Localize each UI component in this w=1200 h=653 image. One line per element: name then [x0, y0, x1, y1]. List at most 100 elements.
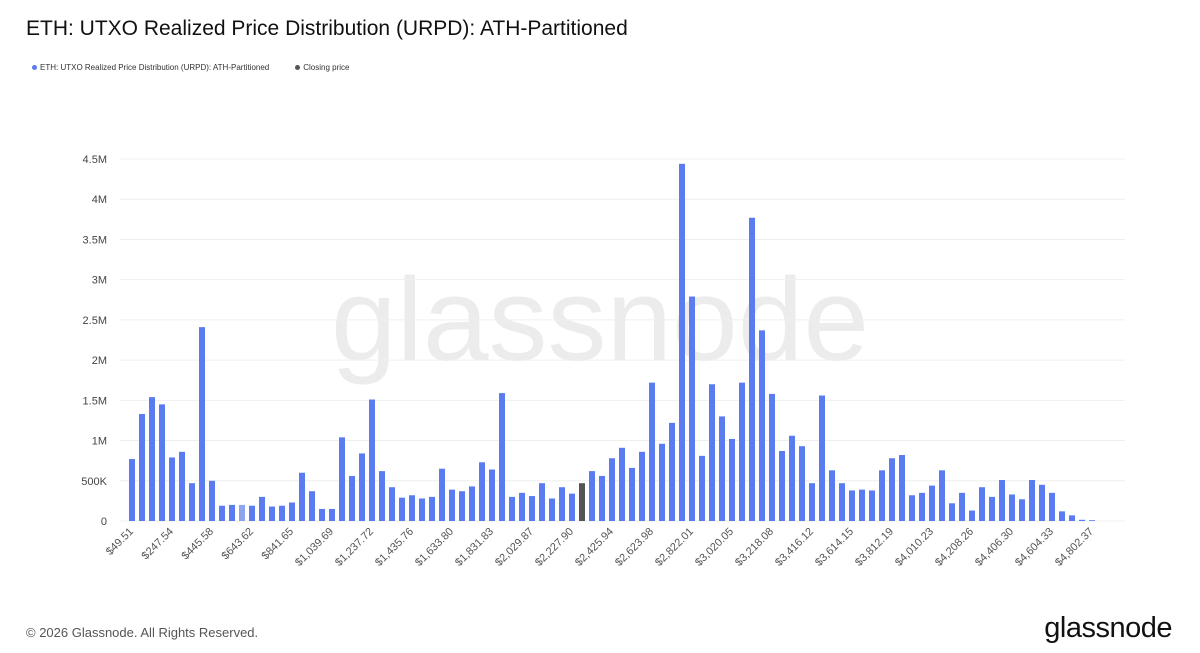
bar[interactable] [1079, 519, 1085, 521]
bar[interactable] [839, 483, 845, 521]
bar[interactable] [859, 489, 865, 521]
bar[interactable] [489, 469, 495, 521]
bar[interactable] [359, 453, 365, 521]
glassnode-logo[interactable]: glassnode [1044, 612, 1172, 644]
bar[interactable] [1049, 492, 1055, 521]
bar[interactable] [1029, 479, 1035, 521]
bar[interactable] [379, 471, 385, 521]
bar[interactable] [1019, 499, 1025, 521]
bar[interactable] [589, 471, 595, 521]
bar[interactable] [189, 483, 195, 521]
bar[interactable] [269, 506, 275, 521]
bar[interactable] [129, 459, 135, 521]
bar[interactable] [549, 498, 555, 521]
bar[interactable] [339, 437, 345, 521]
bar[interactable] [499, 393, 505, 521]
bar[interactable] [419, 498, 425, 521]
bar[interactable] [399, 497, 405, 521]
bar[interactable] [319, 508, 325, 521]
bar[interactable] [349, 475, 355, 521]
bar[interactable] [989, 496, 995, 521]
bar[interactable] [949, 503, 955, 521]
bar[interactable] [619, 447, 625, 521]
bar[interactable] [759, 330, 765, 521]
bar[interactable] [749, 217, 755, 522]
bar[interactable] [799, 446, 805, 521]
bar[interactable] [649, 382, 655, 521]
bar[interactable] [699, 455, 705, 521]
bar[interactable] [639, 451, 645, 521]
bar[interactable] [459, 491, 465, 521]
bar[interactable] [389, 487, 395, 521]
bar[interactable] [239, 504, 245, 521]
bar[interactable] [139, 414, 145, 521]
bar[interactable] [669, 422, 675, 521]
bar[interactable] [519, 492, 525, 521]
bar[interactable] [559, 487, 565, 521]
bar[interactable] [629, 467, 635, 521]
bar[interactable] [829, 470, 835, 521]
legend-item-urpd[interactable]: ETH: UTXO Realized Price Distribution (U… [32, 63, 269, 72]
bar[interactable] [199, 327, 205, 521]
bar[interactable] [149, 397, 155, 521]
bar[interactable] [729, 438, 735, 521]
bar[interactable] [819, 395, 825, 521]
bar[interactable] [509, 496, 515, 521]
bar[interactable] [569, 493, 575, 521]
bar[interactable] [369, 399, 375, 521]
bar[interactable] [259, 496, 265, 521]
bar[interactable] [849, 490, 855, 521]
bar[interactable] [609, 458, 615, 521]
bar[interactable] [869, 490, 875, 521]
bar[interactable] [1039, 484, 1045, 521]
bar[interactable] [879, 470, 885, 521]
bar[interactable] [779, 451, 785, 521]
bar[interactable] [249, 505, 255, 521]
bar[interactable] [299, 472, 305, 521]
bar[interactable] [409, 495, 415, 521]
bar[interactable] [969, 510, 975, 521]
bar[interactable] [439, 468, 445, 521]
bar[interactable] [659, 443, 665, 521]
bar[interactable] [279, 505, 285, 521]
bar[interactable] [599, 475, 605, 521]
bar[interactable] [1009, 494, 1015, 521]
bar[interactable] [289, 502, 295, 521]
bar[interactable] [209, 480, 215, 521]
bar[interactable] [479, 462, 485, 521]
bar[interactable] [169, 457, 175, 521]
bar[interactable] [709, 384, 715, 521]
bar[interactable] [449, 489, 455, 521]
bar[interactable] [529, 496, 535, 521]
bar[interactable] [539, 483, 545, 521]
bar[interactable] [999, 479, 1005, 521]
bar[interactable] [789, 435, 795, 521]
bar[interactable] [1089, 520, 1095, 521]
bar[interactable] [899, 455, 905, 521]
bar[interactable] [719, 416, 725, 521]
bar[interactable] [429, 496, 435, 521]
bar[interactable] [179, 451, 185, 521]
bar[interactable] [979, 487, 985, 521]
closing-price-bar[interactable] [579, 483, 585, 521]
bar[interactable] [309, 491, 315, 521]
bar[interactable] [689, 296, 695, 521]
bar[interactable] [919, 492, 925, 521]
bar[interactable] [159, 404, 165, 521]
bar[interactable] [329, 508, 335, 521]
bar[interactable] [679, 163, 685, 521]
bar[interactable] [1059, 511, 1065, 521]
bar[interactable] [229, 504, 235, 521]
bar[interactable] [219, 505, 225, 521]
bar[interactable] [809, 483, 815, 521]
bar[interactable] [739, 382, 745, 521]
bar[interactable] [469, 486, 475, 521]
bar[interactable] [909, 495, 915, 521]
bar[interactable] [939, 470, 945, 521]
bar[interactable] [929, 485, 935, 521]
bar[interactable] [889, 458, 895, 521]
legend-item-closing-price[interactable]: Closing price [295, 63, 350, 72]
bar[interactable] [1069, 515, 1075, 521]
bar[interactable] [959, 492, 965, 521]
bar[interactable] [769, 393, 775, 521]
